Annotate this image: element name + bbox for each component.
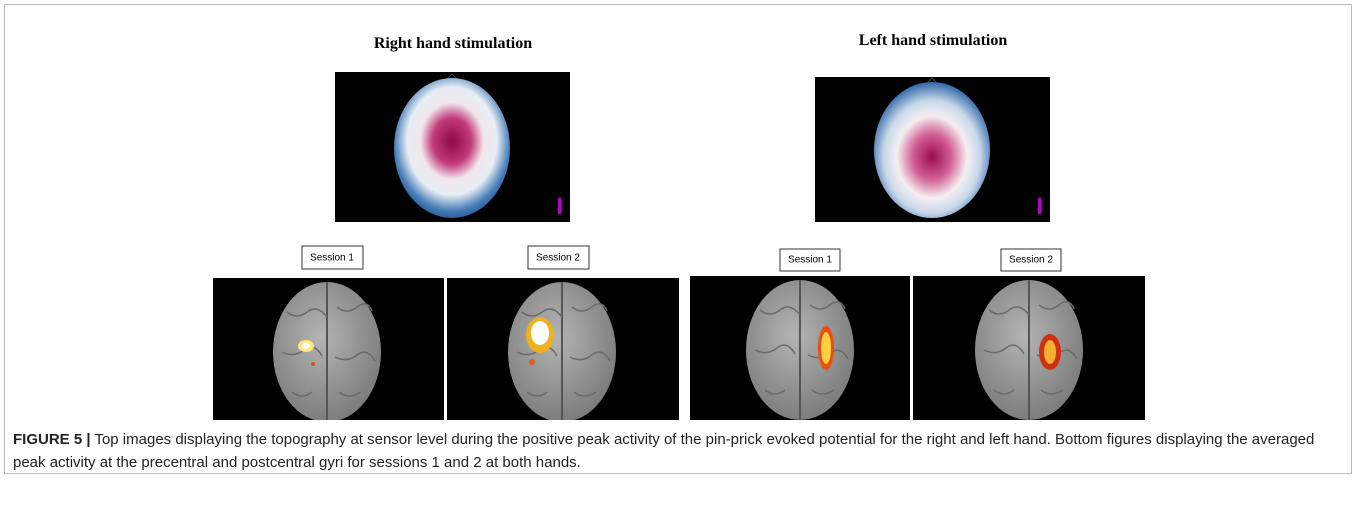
brain-image — [690, 276, 910, 420]
session-label: Session 2 — [1009, 255, 1053, 266]
caption-label: FIGURE 5 | — [13, 431, 91, 448]
caption-text: Top images displaying the topography at … — [13, 431, 1314, 471]
session-label: Session 1 — [310, 253, 354, 264]
brain-image — [447, 278, 679, 420]
figure: Right hand stimulation Left hand stimula… — [0, 0, 1358, 420]
panel-title: Right hand stimulation — [374, 35, 532, 52]
topography-left — [815, 77, 1050, 222]
topography-right — [335, 72, 570, 222]
panel-title: Left hand stimulation — [859, 32, 1008, 49]
figure-caption: FIGURE 5 | Top images displaying the top… — [13, 428, 1348, 474]
session-label: Session 1 — [788, 255, 832, 266]
session-label: Session 2 — [536, 253, 580, 264]
brain-image — [213, 278, 444, 420]
brain-image — [913, 276, 1145, 420]
session-label-box — [302, 246, 1061, 271]
